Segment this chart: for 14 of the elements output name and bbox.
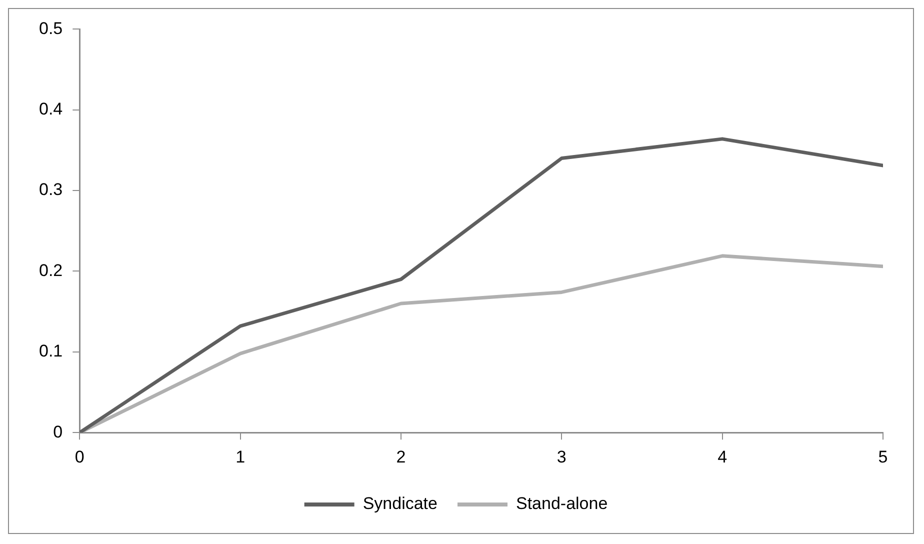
- y-tick-label: 0.3: [38, 180, 63, 200]
- y-tick-label: 0.2: [38, 260, 63, 280]
- x-tick-label: 0: [74, 447, 84, 466]
- legend-label: Stand-alone: [516, 494, 608, 514]
- y-tick-label: 0.5: [38, 18, 63, 38]
- x-tick-label: 4: [718, 447, 728, 466]
- y-tick-label: 0: [53, 422, 63, 442]
- legend-label: Syndicate: [362, 494, 438, 514]
- x-tick-label: 5: [878, 447, 888, 466]
- y-tick-label: 0.1: [38, 342, 63, 361]
- x-tick-label: 2: [396, 447, 406, 466]
- x-tick-label: 3: [556, 447, 566, 466]
- x-tick-label: 1: [236, 447, 246, 466]
- y-tick-label: 0.4: [38, 100, 63, 119]
